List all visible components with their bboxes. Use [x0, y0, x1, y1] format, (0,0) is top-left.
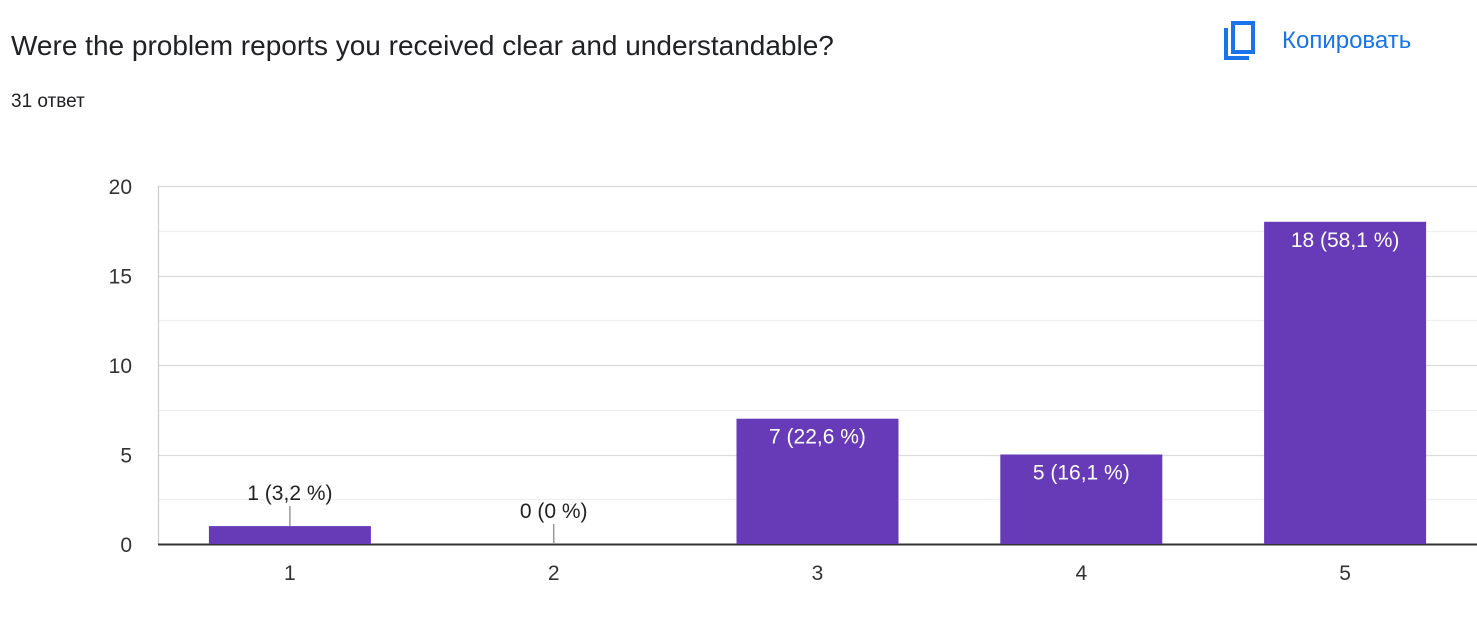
data-labels: 1 (3,2 %) 0 (0 %) 7 (22,6 %) 5 (16,1 %) 18 (…	[247, 229, 1399, 544]
y-tick-label: 20	[109, 176, 132, 199]
data-label: 18 (58,1 %)	[1291, 229, 1400, 252]
data-label: 5 (16,1 %)	[1033, 462, 1130, 485]
copy-icon	[1224, 21, 1255, 60]
bar	[1000, 454, 1163, 544]
data-label: 7 (22,6 %)	[769, 426, 866, 449]
x-tick-label: 1	[284, 562, 296, 585]
x-tick-label: 3	[812, 562, 824, 585]
copy-chart-button[interactable]: Копировать	[1212, 14, 1460, 70]
x-tick-label: 4	[1075, 562, 1087, 585]
bar	[1264, 221, 1427, 545]
question-title: Were the problem reports you received cl…	[11, 30, 834, 61]
y-tick-label: 10	[109, 355, 132, 378]
data-label: 0 (0 %)	[520, 500, 588, 523]
y-tick-label: 5	[120, 445, 132, 468]
data-label: 1 (3,2 %)	[247, 482, 332, 505]
x-tick-label: 5	[1339, 562, 1351, 585]
copy-label: Копировать	[1282, 27, 1412, 54]
x-tick-label: 2	[548, 562, 560, 585]
bars	[208, 221, 1427, 545]
y-tick-label: 15	[109, 266, 132, 289]
bar	[736, 418, 899, 544]
y-tick-label: 0	[120, 534, 132, 557]
axes: 0 5 10 15 20 1 2 3 4 5	[109, 176, 1477, 585]
bar	[208, 526, 371, 544]
grid-lines	[158, 185, 1477, 501]
response-count: 31 ответ	[11, 91, 85, 112]
